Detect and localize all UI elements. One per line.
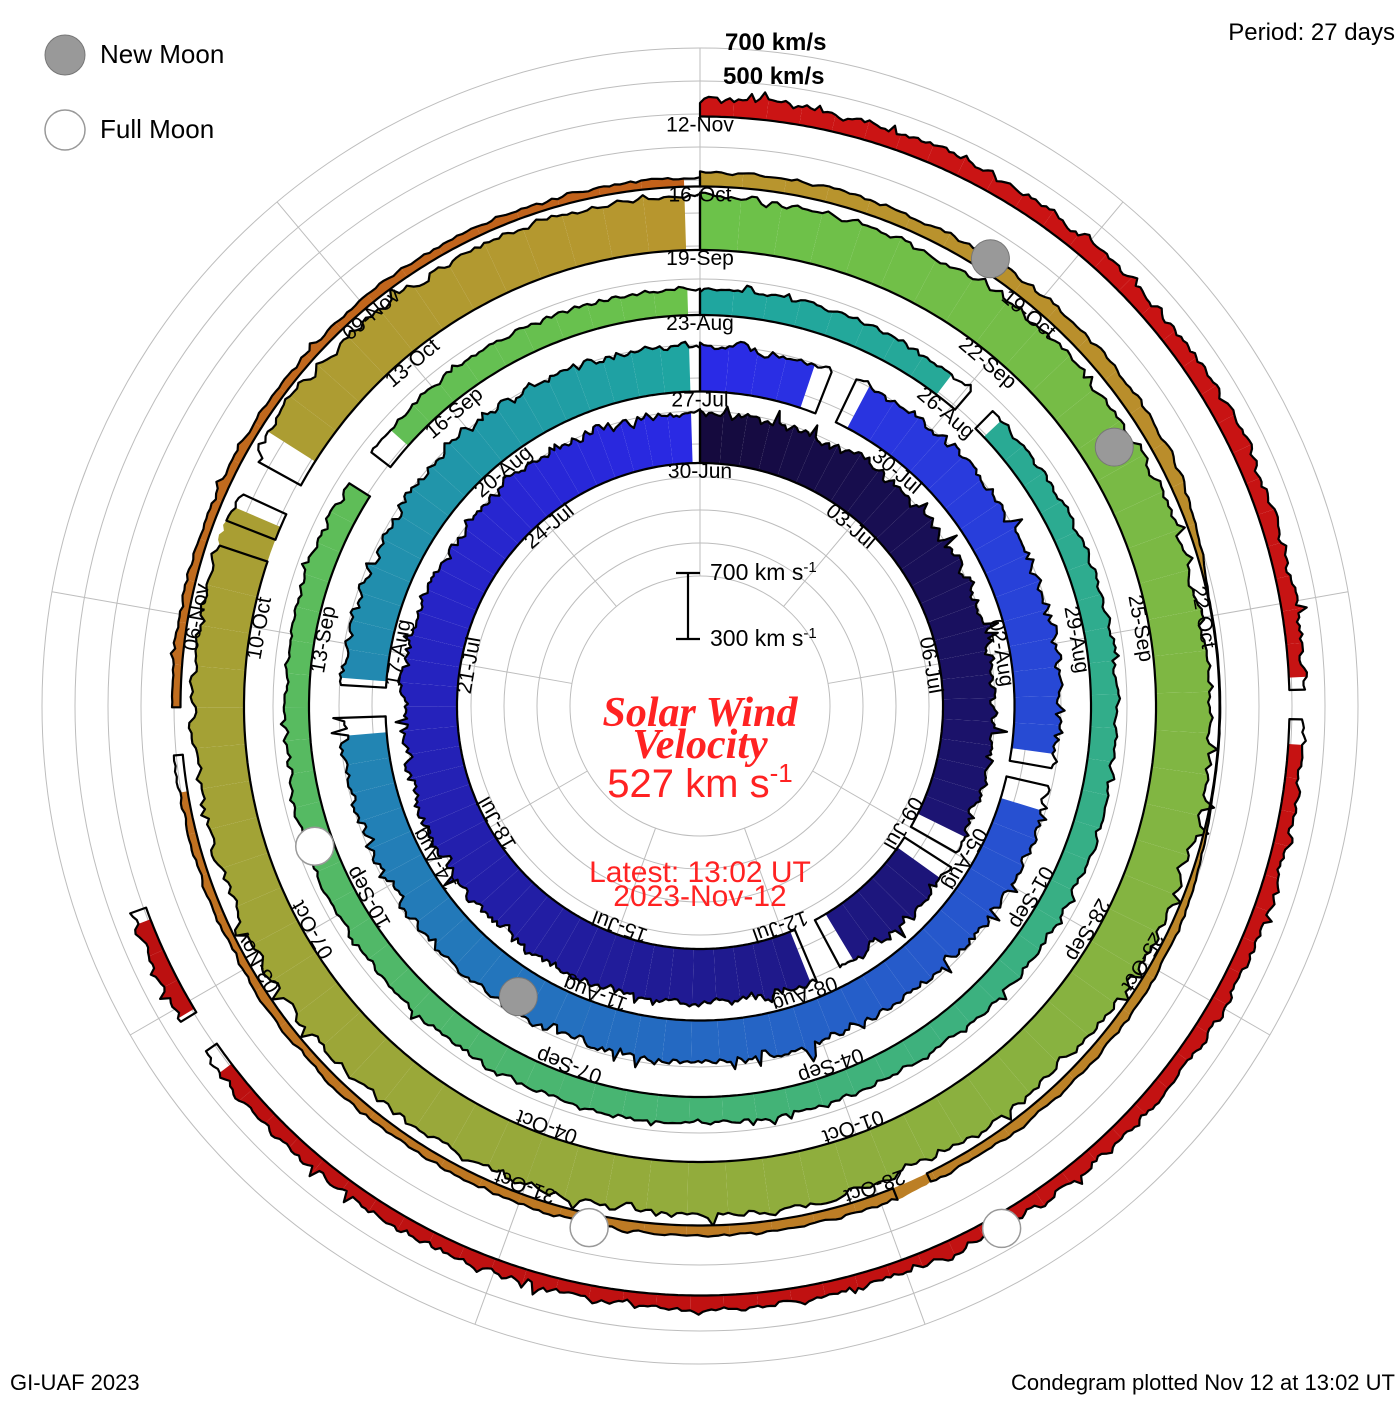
svg-text:New Moon: New Moon [100, 39, 224, 69]
svg-text:30-Jun: 30-Jun [668, 460, 732, 483]
svg-text:19-Sep: 19-Sep [666, 247, 734, 270]
svg-text:700 km/s: 700 km/s [725, 29, 826, 56]
svg-text:Condegram plotted Nov 12 at 13: Condegram plotted Nov 12 at 13:02 UT [1011, 1370, 1395, 1395]
svg-text:700 km s-1: 700 km s-1 [710, 559, 817, 586]
svg-text:12-Nov: 12-Nov [666, 114, 734, 137]
svg-text:GI-UAF 2023: GI-UAF 2023 [10, 1370, 140, 1395]
svg-text:27-Jul: 27-Jul [671, 389, 728, 412]
svg-text:500 km/s: 500 km/s [723, 63, 824, 90]
svg-text:Period: 27 days: Period: 27 days [1228, 19, 1395, 46]
svg-text:16-Oct: 16-Oct [668, 184, 731, 207]
svg-text:Full Moon: Full Moon [100, 114, 214, 144]
svg-text:300 km s-1: 300 km s-1 [710, 625, 817, 652]
svg-text:23-Aug: 23-Aug [666, 312, 734, 335]
svg-text:527 km s-1: 527 km s-1 [607, 758, 792, 806]
svg-text:2023-Nov-12: 2023-Nov-12 [613, 880, 786, 913]
